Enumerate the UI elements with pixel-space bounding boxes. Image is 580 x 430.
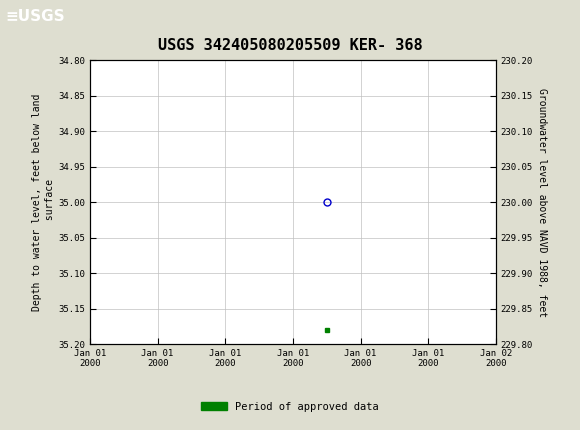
Y-axis label: Depth to water level, feet below land
 surface: Depth to water level, feet below land su… (32, 93, 55, 311)
Text: ≡USGS: ≡USGS (6, 9, 66, 24)
Legend: Period of approved data: Period of approved data (197, 398, 383, 416)
Text: USGS 342405080205509 KER- 368: USGS 342405080205509 KER- 368 (158, 38, 422, 52)
Y-axis label: Groundwater level above NAVD 1988, feet: Groundwater level above NAVD 1988, feet (537, 88, 547, 316)
